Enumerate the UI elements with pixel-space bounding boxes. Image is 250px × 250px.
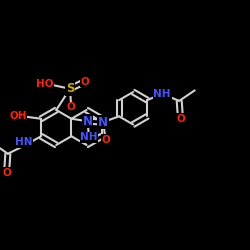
Text: HN: HN (15, 137, 33, 147)
Text: O: O (101, 135, 110, 145)
Text: O: O (80, 77, 89, 87)
Text: NH: NH (154, 89, 171, 99)
Text: N: N (98, 116, 108, 128)
Text: N: N (83, 115, 93, 128)
Text: OH: OH (9, 111, 26, 121)
Text: O: O (176, 114, 185, 124)
Text: HO: HO (36, 79, 54, 89)
Text: O: O (67, 102, 76, 113)
Text: NH: NH (80, 132, 98, 142)
Text: O: O (2, 168, 11, 177)
Text: S: S (66, 82, 74, 95)
